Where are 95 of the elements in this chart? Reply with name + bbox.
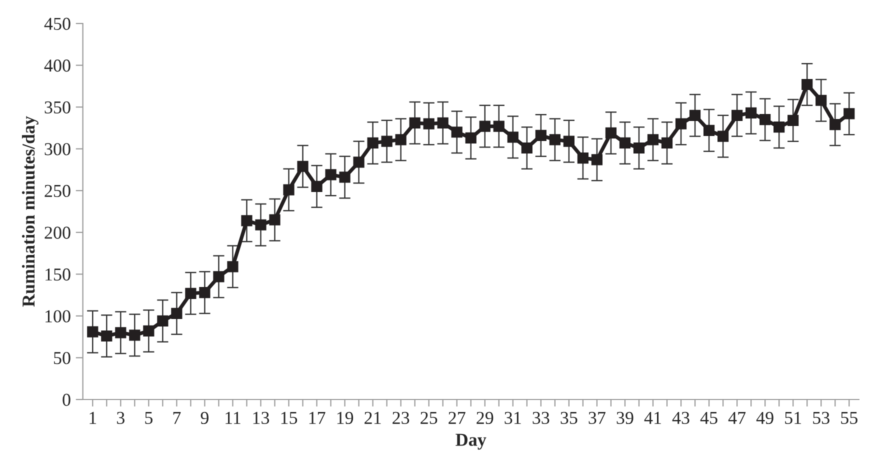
point xyxy=(325,169,336,180)
x-tick-label: 23 xyxy=(392,412,410,424)
y-tick-label: 350 xyxy=(44,101,70,114)
point xyxy=(661,137,673,149)
point xyxy=(395,134,406,146)
x-tick-label: 49 xyxy=(756,412,774,424)
point xyxy=(830,119,841,130)
y-tick-label: 200 xyxy=(44,226,70,239)
point xyxy=(689,110,701,121)
x-tick-label: 37 xyxy=(588,412,606,424)
point xyxy=(479,120,490,132)
x-tick-label: 13 xyxy=(253,412,270,424)
point xyxy=(185,288,196,299)
y-tick-label: 300 xyxy=(44,143,70,156)
point xyxy=(157,315,168,327)
x-tick-label: 35 xyxy=(560,412,578,424)
point xyxy=(731,110,743,121)
x-tick-label: 41 xyxy=(644,412,661,424)
point xyxy=(633,142,645,154)
point xyxy=(269,214,280,226)
x-tick-label: 11 xyxy=(226,412,240,424)
x-tick-label: 9 xyxy=(200,412,208,424)
point xyxy=(381,136,392,147)
point xyxy=(451,126,462,138)
point xyxy=(283,184,294,196)
x-tick-label: 21 xyxy=(364,412,381,424)
x-tick-label: 45 xyxy=(700,412,718,424)
point xyxy=(760,114,771,126)
y-tick-label: 50 xyxy=(54,352,70,364)
point xyxy=(605,127,617,139)
point xyxy=(255,219,266,230)
x-tick-label: 47 xyxy=(728,412,746,424)
x-tick-label: 39 xyxy=(616,412,634,424)
point xyxy=(241,215,252,226)
point xyxy=(619,137,631,149)
x-tick-label: 51 xyxy=(785,412,802,424)
y-tick-label: 250 xyxy=(44,184,70,198)
point xyxy=(816,94,827,106)
x-tick-label: 27 xyxy=(448,412,466,424)
x-tick-label: 25 xyxy=(420,412,438,424)
y-tick-label: 100 xyxy=(46,310,70,322)
point xyxy=(143,325,154,337)
point xyxy=(171,308,182,319)
point xyxy=(647,134,659,146)
x-tick-label: 29 xyxy=(476,412,494,424)
point xyxy=(521,142,532,154)
x-tick-label: 5 xyxy=(145,412,152,424)
x-tick-label: 33 xyxy=(532,412,550,424)
point xyxy=(703,124,715,136)
point xyxy=(788,114,799,126)
x-axis-title: Day xyxy=(456,434,486,450)
point xyxy=(745,107,757,118)
point xyxy=(774,122,785,133)
point xyxy=(717,130,729,142)
x-tick-label: 3 xyxy=(117,412,124,424)
point xyxy=(199,286,210,298)
x-tick-label: 43 xyxy=(672,412,690,424)
point xyxy=(353,156,364,168)
point xyxy=(311,180,322,192)
x-tick-label: 53 xyxy=(813,412,830,424)
point xyxy=(577,152,589,164)
point xyxy=(367,137,378,149)
point xyxy=(465,132,476,144)
point xyxy=(87,326,98,338)
point xyxy=(101,330,112,342)
point xyxy=(549,134,560,146)
point xyxy=(507,132,518,143)
point xyxy=(591,154,603,166)
point xyxy=(844,108,855,120)
x-tick-label: 31 xyxy=(504,412,521,424)
x-tick-label: 1 xyxy=(90,412,96,424)
point xyxy=(297,160,308,172)
point xyxy=(437,117,448,128)
point xyxy=(535,130,546,142)
point xyxy=(409,117,420,128)
y-axis-title: Rumination minutes/day xyxy=(22,116,38,307)
y-tick-label: 400 xyxy=(44,60,70,72)
point xyxy=(129,330,140,341)
x-tick-label: 7 xyxy=(173,412,181,424)
point xyxy=(563,136,574,147)
x-tick-label: 15 xyxy=(281,412,298,424)
x-tick-label: 17 xyxy=(309,412,326,424)
point xyxy=(227,261,238,272)
point xyxy=(493,120,504,132)
point xyxy=(423,118,434,130)
point xyxy=(802,78,813,90)
y-tick-label: 150 xyxy=(46,268,70,281)
point xyxy=(339,172,350,183)
y-tick-label: 0 xyxy=(62,394,70,406)
y-tick-label: 450 xyxy=(44,18,70,30)
point xyxy=(675,118,687,130)
x-tick-label: 55 xyxy=(841,412,858,424)
x-tick-label: 19 xyxy=(337,412,354,424)
point xyxy=(213,271,224,282)
point xyxy=(115,327,126,338)
